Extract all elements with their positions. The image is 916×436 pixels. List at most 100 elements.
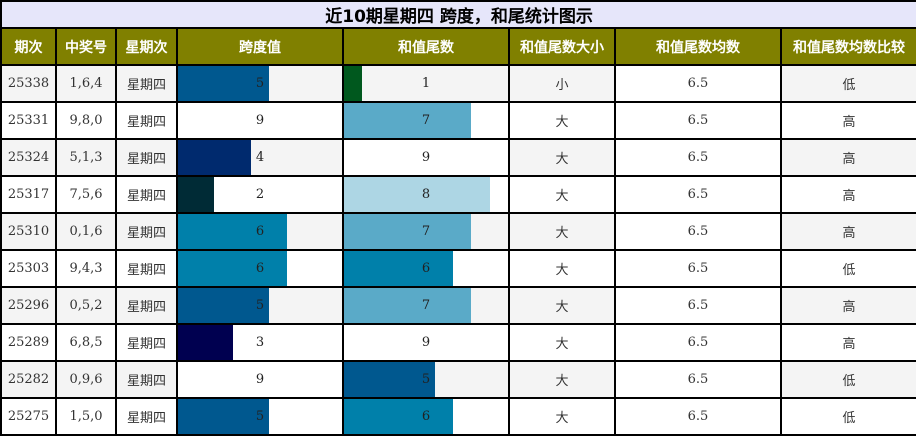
- cell-span-bar: [178, 66, 269, 101]
- cell-sum-tail-value: 7: [421, 113, 431, 128]
- cell-sum-tail-bar: [344, 362, 435, 397]
- table-row: 25289 6,8,5 星期四 3 9 大 6.5 高: [0, 323, 916, 362]
- cell-sum-tail-value: 1: [421, 76, 431, 91]
- cell-numbers: 5,1,3: [55, 138, 117, 177]
- cell-period: 25296: [0, 286, 57, 325]
- table-title: 近10期星期四 跨度，和尾统计图示: [0, 0, 916, 29]
- cell-sum-tail-value: 9: [421, 150, 431, 165]
- cell-sum-tail-bar: [344, 103, 472, 138]
- cell-size: 大: [508, 249, 616, 288]
- cell-weekday: 星期四: [115, 64, 178, 103]
- cell-numbers: 0,5,2: [55, 286, 117, 325]
- cell-span-bar: [178, 325, 233, 360]
- header-size: 和值尾数大小: [508, 27, 616, 66]
- cell-compare: 高: [779, 101, 916, 140]
- header-sum-tail: 和值尾数: [342, 27, 510, 66]
- cell-sum-tail: 9: [342, 323, 510, 362]
- cell-span-bar: [178, 288, 269, 323]
- cell-size: 大: [508, 138, 616, 177]
- cell-numbers: 0,9,6: [55, 360, 117, 399]
- cell-compare: 高: [779, 323, 916, 362]
- cell-span-bar: [178, 251, 288, 286]
- table-row: 25317 7,5,6 星期四 2 8 大 6.5 高: [0, 175, 916, 214]
- cell-numbers: 1,6,4: [55, 64, 117, 103]
- cell-avg: 6.5: [614, 360, 782, 399]
- cell-numbers: 1,5,0: [55, 397, 117, 436]
- cell-span: 6: [176, 249, 344, 288]
- cell-span: 4: [176, 138, 344, 177]
- cell-span-bar: [178, 214, 288, 249]
- cell-compare: 高: [779, 175, 916, 214]
- table-row: 25275 1,5,0 星期四 5 6 大 6.5 低: [0, 397, 916, 436]
- cell-numbers: 7,5,6: [55, 175, 117, 214]
- cell-sum-tail: 6: [342, 397, 510, 436]
- cell-span: 6: [176, 212, 344, 251]
- table-row: 25303 9,4,3 星期四 6 6 大 6.5 低: [0, 249, 916, 288]
- header-span: 跨度值: [176, 27, 344, 66]
- cell-span-value: 3: [255, 335, 265, 350]
- cell-avg: 6.5: [614, 101, 782, 140]
- table-body: 25338 1,6,4 星期四 5 1 小 6.5 低 25331 9,8,0 星期四 9 7 大 6.5 高…: [0, 64, 916, 436]
- cell-avg: 6.5: [614, 323, 782, 362]
- cell-period: 25282: [0, 360, 57, 399]
- cell-compare: 高: [779, 212, 916, 251]
- cell-avg: 6.5: [614, 249, 782, 288]
- cell-period: 25331: [0, 101, 57, 140]
- table-row: 25282 0,9,6 星期四 9 5 大 6.5 低: [0, 360, 916, 399]
- cell-span: 2: [176, 175, 344, 214]
- cell-avg: 6.5: [614, 175, 782, 214]
- cell-weekday: 星期四: [115, 175, 178, 214]
- cell-sum-tail-bar: [344, 399, 454, 434]
- cell-span: 5: [176, 286, 344, 325]
- cell-numbers: 9,8,0: [55, 101, 117, 140]
- cell-size: 大: [508, 101, 616, 140]
- table-row: 25338 1,6,4 星期四 5 1 小 6.5 低: [0, 64, 916, 103]
- cell-weekday: 星期四: [115, 249, 178, 288]
- cell-sum-tail: 6: [342, 249, 510, 288]
- cell-size: 大: [508, 323, 616, 362]
- cell-avg: 6.5: [614, 397, 782, 436]
- cell-compare: 高: [779, 138, 916, 177]
- cell-avg: 6.5: [614, 64, 782, 103]
- header-row: 期次 中奖号 星期次 跨度值 和值尾数 和值尾数大小 和值尾数均数 和值尾数均数…: [0, 27, 916, 66]
- header-compare: 和值尾数均数比较: [779, 27, 916, 66]
- cell-sum-tail: 1: [342, 64, 510, 103]
- cell-span-value: 9: [255, 372, 265, 387]
- cell-sum-tail-value: 7: [421, 224, 431, 239]
- cell-avg: 6.5: [614, 286, 782, 325]
- cell-compare: 低: [779, 397, 916, 436]
- cell-numbers: 9,4,3: [55, 249, 117, 288]
- cell-span: 5: [176, 64, 344, 103]
- cell-span: 5: [176, 397, 344, 436]
- cell-span-bar: [178, 177, 215, 212]
- header-numbers: 中奖号: [55, 27, 117, 66]
- cell-weekday: 星期四: [115, 101, 178, 140]
- cell-sum-tail: 7: [342, 101, 510, 140]
- header-weekday: 星期次: [115, 27, 178, 66]
- cell-period: 25275: [0, 397, 57, 436]
- cell-span-value: 5: [255, 409, 265, 424]
- cell-sum-tail-value: 8: [421, 187, 431, 202]
- cell-period: 25317: [0, 175, 57, 214]
- cell-sum-tail-value: 9: [421, 335, 431, 350]
- cell-size: 大: [508, 360, 616, 399]
- cell-span-value: 9: [255, 113, 265, 128]
- cell-sum-tail-value: 5: [421, 372, 431, 387]
- table-row: 25296 0,5,2 星期四 5 7 大 6.5 高: [0, 286, 916, 325]
- cell-span-bar: [178, 140, 251, 175]
- cell-size: 小: [508, 64, 616, 103]
- cell-span-value: 4: [255, 150, 265, 165]
- cell-weekday: 星期四: [115, 138, 178, 177]
- cell-sum-tail-bar: [344, 288, 472, 323]
- cell-period: 25289: [0, 323, 57, 362]
- cell-span-value: 2: [255, 187, 265, 202]
- cell-sum-tail-value: 7: [421, 298, 431, 313]
- cell-weekday: 星期四: [115, 323, 178, 362]
- cell-period: 25303: [0, 249, 57, 288]
- cell-numbers: 6,8,5: [55, 323, 117, 362]
- cell-sum-tail: 8: [342, 175, 510, 214]
- cell-compare: 高: [779, 286, 916, 325]
- cell-sum-tail-bar: [344, 214, 472, 249]
- cell-span: 3: [176, 323, 344, 362]
